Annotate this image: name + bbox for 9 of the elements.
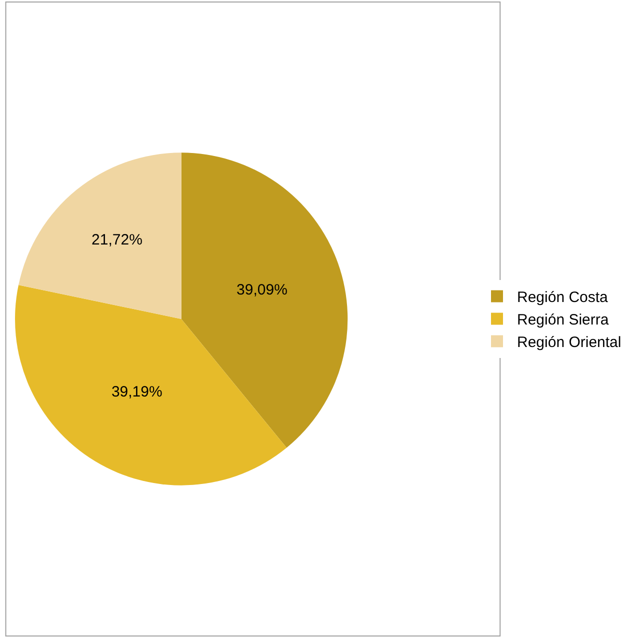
data-label: 39,19% xyxy=(111,384,162,401)
data-label: 21,72% xyxy=(92,231,142,248)
legend-label: Región Costa xyxy=(517,289,609,306)
legend-label: Región Sierra xyxy=(517,312,610,329)
pie-slice xyxy=(181,152,348,448)
legend-label: Región Oriental xyxy=(517,334,622,352)
pie-slice xyxy=(18,152,182,319)
data-label: 39,09% xyxy=(236,282,288,299)
pie-slice xyxy=(15,284,287,486)
